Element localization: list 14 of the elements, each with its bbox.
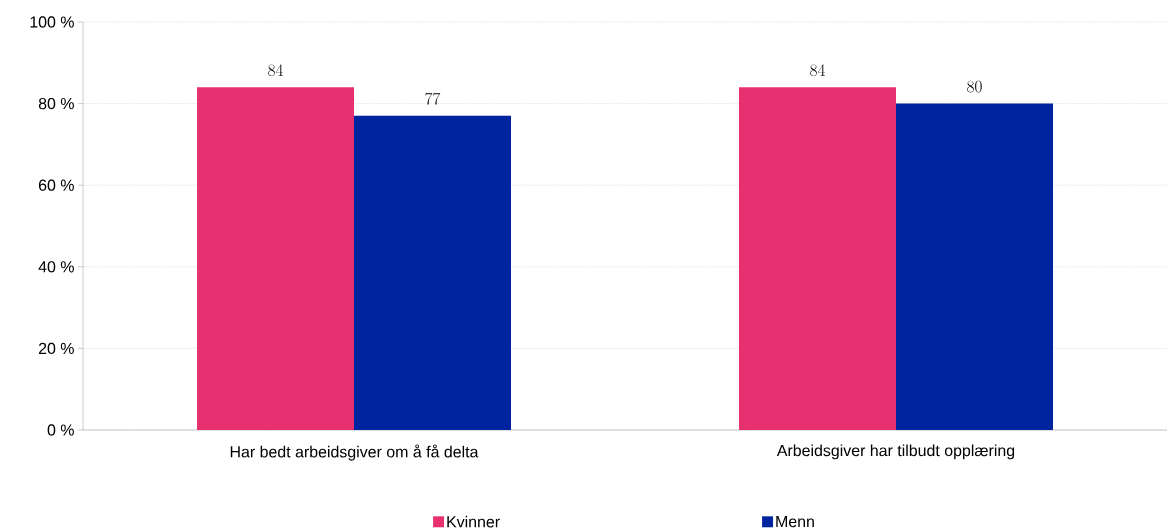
x-tick-label: Arbeidsgiver har tilbudt opplæring xyxy=(776,444,1015,460)
x-tick-label: Har bedt arbeidsgiver om å få delta xyxy=(230,444,479,461)
y-tick-label: 100 % xyxy=(30,16,74,28)
y-tick-label: 60 % xyxy=(38,179,74,191)
y-tick-label: 40 % xyxy=(38,261,74,273)
data-label: 80 xyxy=(967,80,982,93)
data-label: 84 xyxy=(810,64,826,77)
legend-label: Menn xyxy=(776,516,814,528)
legend-label: Kvinner xyxy=(447,515,500,528)
data-label: 84 xyxy=(268,64,284,77)
y-tick-label: 80 % xyxy=(38,97,74,110)
y-tick-label: 0 % xyxy=(47,424,74,436)
data-label: 77 xyxy=(425,92,441,105)
y-tick-label: 20 % xyxy=(38,342,74,355)
